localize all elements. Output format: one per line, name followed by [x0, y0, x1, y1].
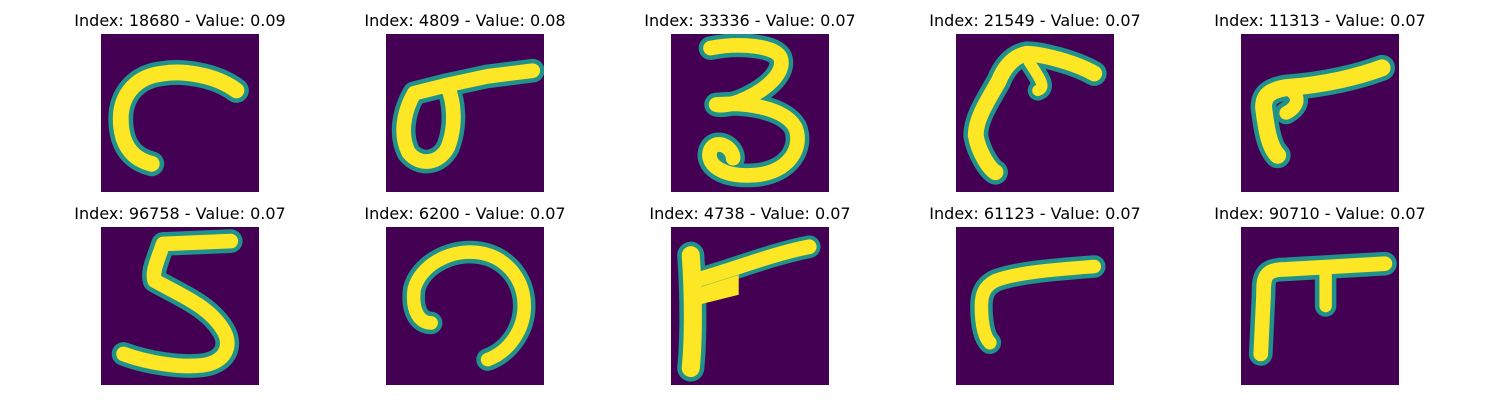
panel-title: Index: 90710 - Value: 0.07 [1190, 204, 1450, 224]
digit-image [101, 227, 259, 385]
image-panel-6: Index: 6200 - Value: 0.07 [335, 204, 595, 394]
image-panel-4: Index: 11313 - Value: 0.07 [1190, 11, 1450, 201]
image-panel-5: Index: 96758 - Value: 0.07 [50, 204, 310, 394]
image-panel-1: Index: 4809 - Value: 0.08 [335, 11, 595, 201]
panel-title: Index: 6200 - Value: 0.07 [335, 204, 595, 224]
panel-title: Index: 4809 - Value: 0.08 [335, 11, 595, 31]
panel-title: Index: 4738 - Value: 0.07 [620, 204, 880, 224]
digit-image [1241, 34, 1399, 192]
digit-image [386, 34, 544, 192]
digit-image [956, 227, 1114, 385]
panel-title: Index: 33336 - Value: 0.07 [620, 11, 880, 31]
image-panel-0: Index: 18680 - Value: 0.09 [50, 11, 310, 201]
digit-image [671, 34, 829, 192]
digit-image [386, 227, 544, 385]
panel-title: Index: 11313 - Value: 0.07 [1190, 11, 1450, 31]
digit-image [1241, 227, 1399, 385]
panel-title: Index: 21549 - Value: 0.07 [905, 11, 1165, 31]
image-panel-7: Index: 4738 - Value: 0.07 [620, 204, 880, 394]
panel-title: Index: 61123 - Value: 0.07 [905, 204, 1165, 224]
panel-title: Index: 96758 - Value: 0.07 [50, 204, 310, 224]
digit-image [671, 227, 829, 385]
image-panel-2: Index: 33336 - Value: 0.07 [620, 11, 880, 201]
digit-image [956, 34, 1114, 192]
panel-title: Index: 18680 - Value: 0.09 [50, 11, 310, 31]
image-panel-9: Index: 90710 - Value: 0.07 [1190, 204, 1450, 394]
digit-image [101, 34, 259, 192]
image-panel-3: Index: 21549 - Value: 0.07 [905, 11, 1165, 201]
image-panel-8: Index: 61123 - Value: 0.07 [905, 204, 1165, 394]
